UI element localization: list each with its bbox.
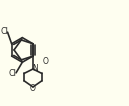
Text: O: O [43,57,49,66]
Text: Cl: Cl [0,27,8,36]
Text: N: N [32,64,38,73]
Text: Cl: Cl [9,69,17,78]
Text: O: O [30,84,36,93]
